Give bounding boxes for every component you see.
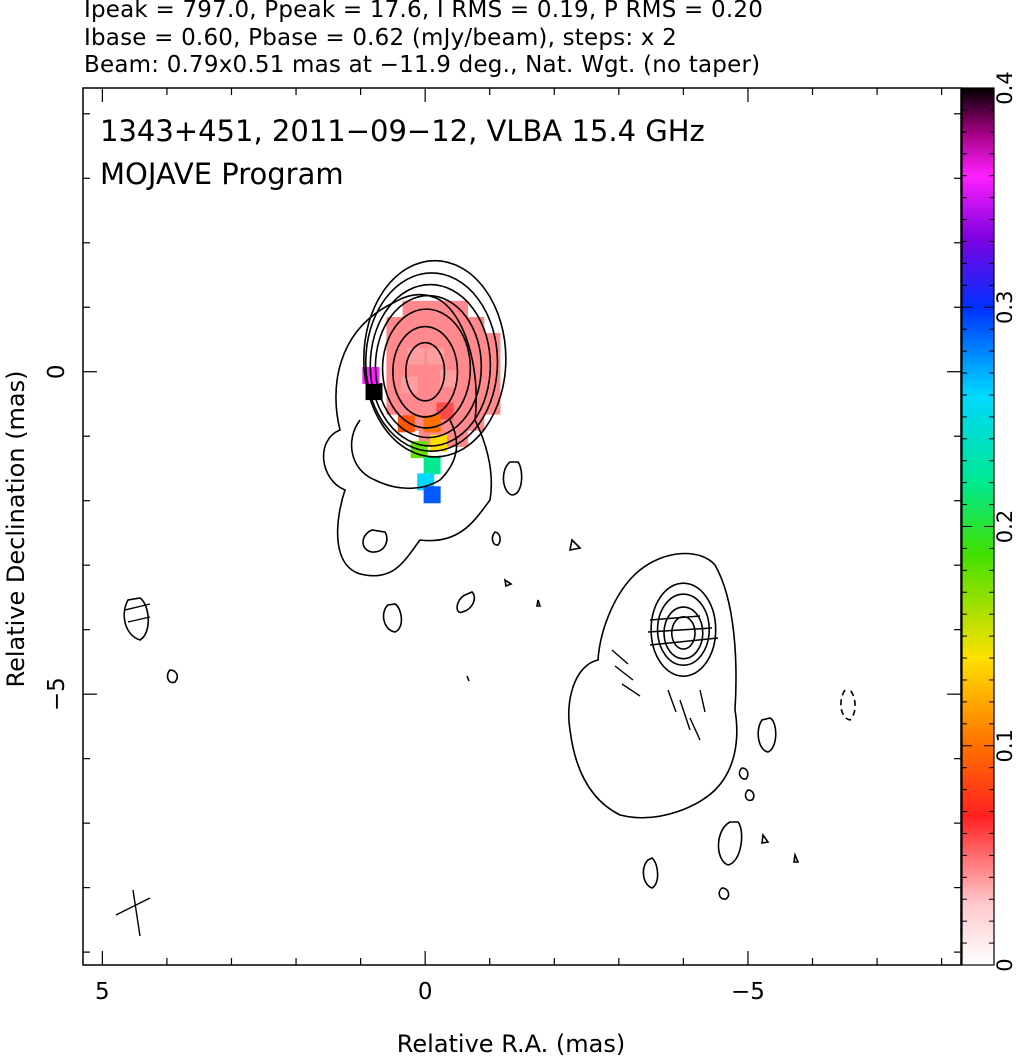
- y-tick-label: 0: [44, 364, 70, 379]
- blob-contour: [456, 591, 476, 614]
- blob-contour: [123, 597, 150, 641]
- blob-contour: [568, 538, 582, 552]
- pol-pixel: [436, 402, 454, 420]
- pol-pixel: [418, 316, 436, 335]
- map-frame: [82, 87, 962, 966]
- blob-contour: [761, 832, 770, 844]
- polarization-vectors: [115, 603, 719, 937]
- secondary-contour: [663, 606, 704, 660]
- pol-pixel: [467, 316, 485, 335]
- pol-pixel: [407, 347, 425, 365]
- blob-contour: [757, 717, 777, 753]
- x-tick-label: 0: [418, 979, 433, 1005]
- pol-pixel: [402, 316, 420, 335]
- header-line-3: Beam: 0.79x0.51 mas at −11.9 deg., Nat. …: [84, 52, 761, 78]
- blob-contour: [744, 789, 755, 802]
- colorbar-tick-labels: 0 0.1 0.2 0.3 0.4: [993, 71, 1017, 971]
- pol-pixel: [450, 413, 469, 431]
- blob-contour: [382, 603, 403, 633]
- colorbar-tick-label: 0.2: [993, 510, 1017, 543]
- pol-pixel: [434, 333, 452, 351]
- core-contour: [392, 325, 459, 418]
- axis-tick-labels: 5 0 −5 0 −5: [44, 364, 765, 1005]
- blob-contour: [718, 887, 730, 900]
- core-contour: [404, 341, 446, 402]
- pol-pixel: [418, 365, 436, 383]
- core-contour: [364, 272, 499, 452]
- contour-map: 5 0 −5 0 −5 1343+451, 2011−09−12, VLBA 15.4 …: [44, 71, 1017, 1005]
- pol-pixel: [483, 381, 501, 399]
- axis-ticks: [83, 88, 961, 965]
- colorbar-tick-label: 0.4: [993, 71, 1017, 104]
- x-tick-label: 5: [95, 979, 110, 1005]
- colorbar-tick-label: 0.1: [993, 729, 1017, 762]
- pol-pixel: [423, 457, 441, 475]
- blob-contour: [362, 529, 388, 553]
- pol-pixel: [450, 316, 469, 335]
- pol-pixel: [402, 397, 420, 415]
- blob-contour-dashed: [840, 687, 856, 721]
- blob-contour: [738, 767, 749, 780]
- pol-pixel: [418, 381, 436, 399]
- pol-pixel: [483, 349, 501, 367]
- colorbar-ticks: [962, 87, 994, 966]
- blob-contour: [503, 578, 513, 588]
- header-line-2: Ibase = 0.60, Pbase = 0.62 (mJy/beam), s…: [84, 25, 677, 51]
- faint-emission-contours: [123, 293, 856, 900]
- x-axis-label: Relative R.A. (mas): [396, 1030, 626, 1058]
- blob-contour: [717, 821, 743, 866]
- x-tick-label: −5: [731, 979, 765, 1005]
- core-jet-inner-contour: [350, 419, 458, 490]
- core-contour: [363, 259, 507, 458]
- blob-contour: [166, 669, 178, 684]
- chart-title: 1343+451, 2011−09−12, VLBA 15.4 GHz: [100, 114, 705, 148]
- pol-pixel: [430, 434, 448, 452]
- core-contour: [369, 283, 492, 447]
- blob-contour: [466, 675, 470, 682]
- colorbar-tick-label: 0: [993, 958, 1017, 971]
- pol-pixel: [402, 300, 420, 318]
- blob-contour: [502, 461, 523, 496]
- pol-pixel: [423, 486, 441, 504]
- secondary-contour: [670, 615, 696, 650]
- contour-layer: [363, 259, 717, 677]
- blob-contour: [491, 531, 501, 546]
- colorbar-tick-label: 0.3: [993, 291, 1017, 324]
- pol-pixel: [386, 365, 404, 383]
- pol-pixel: [434, 316, 452, 335]
- chart-subtitle: MOJAVE Program: [100, 157, 344, 191]
- secondary-contour: [656, 593, 711, 666]
- blob-contour: [536, 599, 542, 607]
- pol-pixel: [434, 300, 452, 318]
- pol-pixel: [423, 415, 441, 433]
- y-tick-label: −5: [44, 677, 70, 711]
- pol-pixel: [418, 397, 436, 415]
- pol-pixel: [418, 333, 436, 351]
- core-jet-outer-contour: [322, 293, 493, 577]
- pol-pixel: [417, 473, 435, 491]
- header-line-1: Ipeak = 797.0, Ppeak = 17.6, I RMS = 0.1…: [84, 0, 764, 23]
- secondary-outer-contour: [567, 552, 738, 819]
- pol-pixel: [397, 415, 415, 433]
- blob-contour: [793, 852, 800, 863]
- core-contour: [381, 308, 472, 429]
- blob-contour: [642, 857, 659, 889]
- secondary-contour: [650, 582, 717, 677]
- pol-pixel: [401, 376, 419, 394]
- y-axis-label: Relative Declination (mas): [2, 370, 30, 688]
